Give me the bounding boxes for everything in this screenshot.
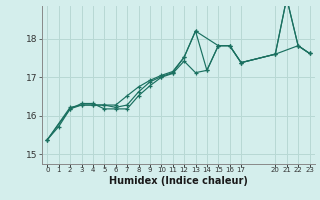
X-axis label: Humidex (Indice chaleur): Humidex (Indice chaleur) [109,176,248,186]
